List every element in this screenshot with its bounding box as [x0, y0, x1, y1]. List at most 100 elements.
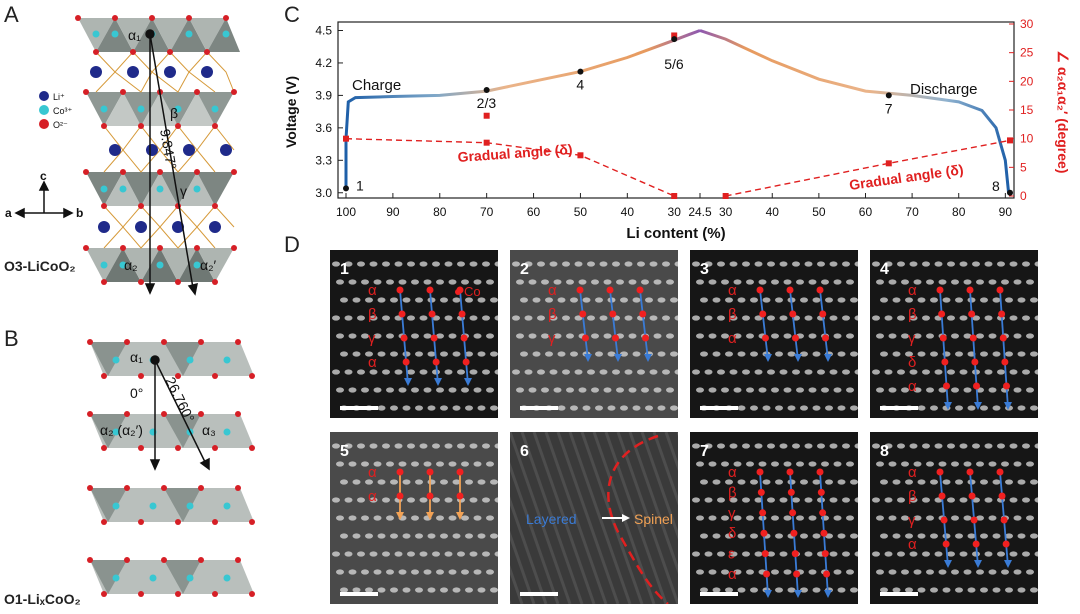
tem-atom-marker [756, 468, 764, 476]
tem-atom-marker [821, 550, 829, 558]
tem-atom-marker [400, 334, 408, 342]
x-tick-label: 30 [668, 205, 682, 219]
tem-atom-marker [969, 334, 977, 342]
tem-atom-marker [966, 286, 974, 294]
x-tick-label: 90 [999, 205, 1013, 219]
voltage-point [1007, 189, 1013, 196]
x-tick-label: 40 [621, 205, 635, 219]
tem-atom-marker [999, 334, 1007, 342]
tem-atom-marker [609, 310, 617, 318]
panel-a-structure: 9.847° α₁ β γ α₂ α₂′ Li⁺ Co³⁺ O²⁻ c a b … [4, 15, 240, 296]
angle-point [671, 193, 678, 199]
x-tick-label: 100 [336, 205, 356, 219]
legend-li-dot [39, 91, 49, 101]
legend-o: O²⁻ [53, 120, 68, 130]
angle-point-extra [671, 32, 678, 39]
tem-atom-marker [942, 540, 950, 548]
tem-atom-marker [639, 310, 647, 318]
tem-atom-marker [636, 286, 644, 294]
tem-atom-marker [426, 286, 434, 294]
tem-number: 1 [340, 261, 349, 278]
voltage-charge-line [344, 29, 701, 189]
x-tick-label: 50 [574, 205, 588, 219]
tem-atom-marker [973, 382, 981, 390]
tem-layer-label: ε [728, 546, 735, 563]
tem-layer-label: δ [728, 525, 736, 542]
voltage-point-label: 8 [992, 178, 1000, 194]
tem-number: 6 [520, 443, 529, 460]
y-tick-label: 3.0 [315, 186, 332, 200]
voltage-point [671, 36, 678, 43]
tem-arrow-head [456, 512, 464, 520]
tem-atom-marker [581, 334, 589, 342]
tem-atom-marker [761, 334, 769, 342]
tem-layer-label: δ [908, 354, 916, 371]
x-tick-label: 30 [719, 205, 733, 219]
tem-atom-marker [641, 334, 649, 342]
tem-atom-marker [790, 529, 798, 537]
tem-arrow [639, 289, 649, 361]
legend-co: Co³⁺ [53, 106, 73, 116]
voltage-point [343, 185, 349, 192]
tem-scale-bar [880, 592, 918, 596]
tem-image-3-content: 3 αβα [690, 250, 858, 418]
tem-arrow-head [974, 402, 982, 410]
tem-atom-marker [938, 310, 946, 318]
tem-layer-label: α [908, 282, 917, 299]
panel-c-letter: C [284, 2, 300, 27]
y-tick-label: 3.9 [315, 88, 332, 102]
tem-image-6: 6 Layered Spinel [510, 432, 678, 604]
tem-atom-marker [456, 468, 464, 476]
y-axis-label: Voltage (V) [283, 76, 299, 148]
tem-layer-label: α [368, 488, 377, 505]
tem-arrow [579, 289, 589, 361]
x-tick-label: 60 [859, 205, 873, 219]
tem-layer-label: γ [908, 512, 916, 529]
tem-atom-marker [1002, 540, 1010, 548]
tem-arrow-head [794, 354, 802, 362]
tem-arrow-head [614, 354, 622, 362]
angle-arrows [144, 29, 198, 296]
site-gamma: γ [180, 183, 187, 199]
tem-arrow [819, 289, 829, 361]
x-tick-label: 90 [386, 205, 400, 219]
tem-atom-marker [968, 492, 976, 500]
panel-b-letter: B [4, 326, 19, 351]
angle-point [343, 135, 349, 142]
tem-scale-bar [700, 592, 738, 596]
axis-a: a [5, 206, 12, 220]
co-atoms [92, 30, 230, 269]
angle-point [1007, 137, 1013, 144]
tem-layer-label: β [908, 306, 917, 323]
tem-layer-label: α [368, 354, 377, 371]
axis-b: b [76, 206, 83, 220]
angle-point [885, 160, 892, 167]
x-tick-label: 24.5 [688, 205, 712, 219]
site-a2: α₂ [124, 257, 138, 273]
tem-number: 4 [880, 261, 889, 278]
tem-atom-marker [1003, 382, 1011, 390]
tem-layer-label: α [728, 330, 737, 347]
tem-arrow [759, 289, 769, 361]
b-layers [90, 342, 254, 594]
angle-discharge-line [725, 139, 1011, 197]
tem-arrow-head [764, 590, 772, 598]
y2-tick-label: 30 [1020, 17, 1034, 31]
tem-scale-bar [520, 406, 558, 410]
tem-arrow-head [944, 402, 952, 410]
site-a2-prime: α₂′ [200, 257, 217, 273]
tem-layer-label: α [728, 282, 737, 299]
panel-a-letter: A [4, 2, 19, 27]
site-beta: β [170, 105, 178, 121]
voltage-point-label: 2/3 [477, 95, 497, 111]
li-atoms [90, 66, 232, 233]
o-atoms [75, 15, 237, 285]
angle-point [722, 193, 729, 199]
angle-label-a: 9.847° [157, 128, 180, 171]
angle-markers [343, 32, 1013, 199]
tem-atom-marker [996, 286, 1004, 294]
tem-arrow-head [1004, 402, 1012, 410]
y2-tick-label: 20 [1020, 74, 1034, 88]
